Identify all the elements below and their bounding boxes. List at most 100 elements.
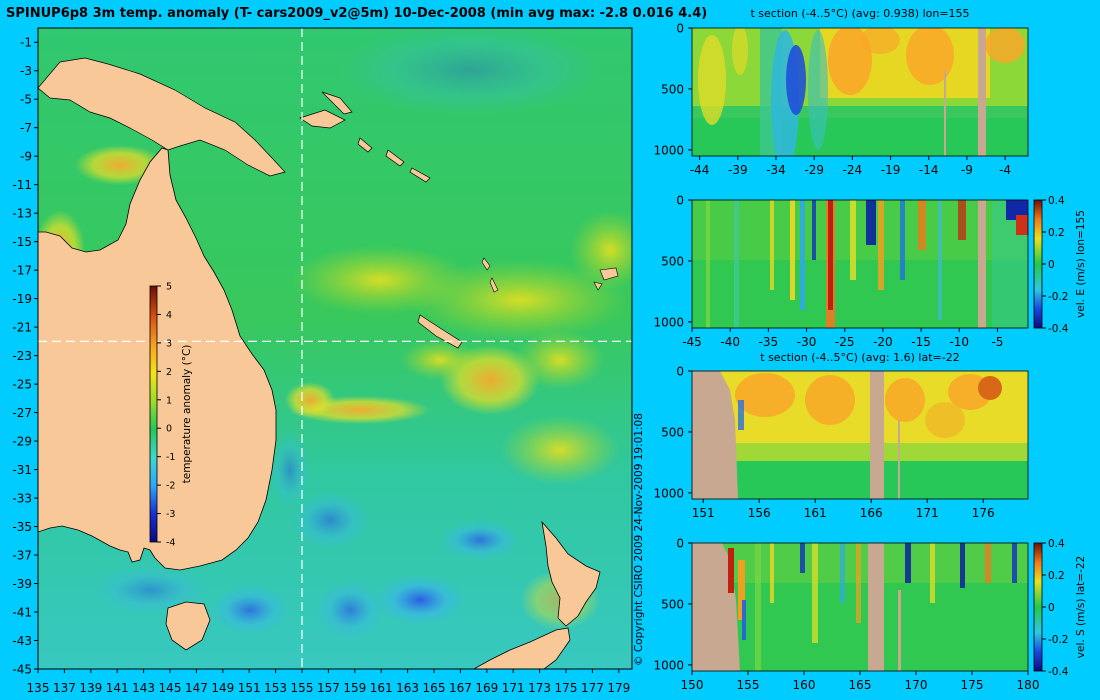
section-x-tick-label: 166: [860, 506, 883, 520]
section-y-tick-label: 1000: [653, 143, 684, 157]
section-x-tick-label: -14: [919, 163, 939, 177]
map-y-tick-label: -3: [20, 64, 32, 78]
section-x-tick-label: 165: [849, 678, 872, 692]
map-x-tick-label: 145: [159, 681, 182, 695]
map-colorbar-tick-label: -4: [166, 538, 175, 549]
map-y-tick-label: -31: [12, 463, 32, 477]
section-colorbar-tick-label: 0.4: [1048, 538, 1065, 550]
land-new-zealand-south: [472, 627, 571, 669]
map-x-tick-label: 153: [264, 681, 287, 695]
map-y-ticks: -1 -3 -5 -7 -9 -11 -13 -15 -17 -19 -21 -23 -25 -27 -29…: [12, 36, 38, 677]
map-y-tick-label: -7: [20, 121, 32, 135]
panel-vel-e-lon: -45 -40 -35 -30 -25 -20 -15 -10 -5 0 500 1000 0.4 0.…: [653, 194, 1087, 350]
map-x-tick-label: 159: [343, 681, 366, 695]
map-x-tick-label: 157: [317, 681, 340, 695]
section-x-tick-label: 160: [793, 678, 816, 692]
map-x-tick-label: 151: [238, 681, 261, 695]
map-y-tick-label: -33: [12, 492, 32, 506]
section-y-tick-label: 0: [676, 537, 684, 551]
section-x-tick-label: 161: [804, 506, 827, 520]
section-y-tick-label: 500: [661, 597, 684, 611]
map-colorbar-tick-label: -1: [166, 452, 175, 463]
map-colorbar: 5 4 3 2 1 0 -1 -2 -3 -4 temperature anomaly (°C): [149, 282, 193, 549]
section-colorbar-tick-label: 0.4: [1048, 195, 1065, 207]
map-colorbar-tick-label: -3: [166, 509, 175, 520]
map-colorbar-tick-label: 5: [166, 282, 172, 293]
section-y-tick-label: 1000: [653, 658, 684, 672]
section-x-tick-label: -15: [911, 335, 931, 349]
map-y-tick-label: -13: [12, 207, 32, 221]
map-frame: [37, 27, 633, 670]
section-y-tick-label: 1000: [653, 315, 684, 329]
map-x-tick-label: 139: [79, 681, 102, 695]
map-y-tick-label: -43: [12, 634, 32, 648]
map-y-tick-label: -27: [12, 406, 32, 420]
section-colorbar-tick-label: -0.4: [1048, 323, 1069, 335]
land-fiji: [593, 267, 619, 291]
section-x-tick-label: -44: [690, 163, 710, 177]
map-y-tick-label: -35: [12, 520, 32, 534]
section-colorbar-tick-label: -0.4: [1048, 666, 1069, 678]
map-colorbar-ticks: 5 4 3 2 1 0 -1 -2 -3 -4: [157, 282, 175, 549]
map-y-tick-label: -9: [20, 150, 32, 164]
section-y-tick-label: 0: [676, 194, 684, 208]
map-x-tick-label: 167: [449, 681, 472, 695]
section-x-tick-label: 175: [961, 678, 984, 692]
map-y-tick-label: -21: [12, 321, 32, 335]
section-x-tick-label: -29: [804, 163, 824, 177]
panel-t-lon-title: t section (-4..5°C) (avg: 0.938) lon=155: [750, 7, 969, 20]
map-colorbar-label: temperature anomaly (°C): [181, 345, 193, 484]
map-x-tick-label: 173: [528, 681, 551, 695]
map-y-tick-label: -41: [12, 606, 32, 620]
map-x-tick-label: 177: [581, 681, 604, 695]
section-colorbar-tick-label: -0.2: [1048, 291, 1069, 303]
section-x-tick-label: -35: [759, 335, 779, 349]
section-y-tick-label: 500: [661, 254, 684, 268]
section-colorbar-tick-label: -0.2: [1048, 634, 1069, 646]
section-y-tick-label: 1000: [653, 486, 684, 500]
section-x-tick-label: 180: [1017, 678, 1040, 692]
section-colorbar-tick-label: 0: [1048, 602, 1055, 614]
map-x-tick-label: 165: [423, 681, 446, 695]
map-y-tick-label: -45: [12, 663, 32, 677]
section-x-tick-label: 171: [916, 506, 939, 520]
map-field: [38, 28, 632, 669]
map-x-tick-label: 149: [211, 681, 234, 695]
map-y-tick-label: -15: [12, 235, 32, 249]
panel-vel-s-lat: 150 155 160 165 170 175 180 0 500 1000 0.4 0.2 0 -0.…: [653, 537, 1087, 693]
map-x-tick-label: 143: [132, 681, 155, 695]
section-x-tick-label: -45: [682, 335, 702, 349]
section-x-tick-label: -4: [999, 163, 1011, 177]
map-colorbar-tick-label: 1: [166, 395, 172, 406]
section-x-tick-label: 176: [972, 506, 995, 520]
map-x-ticks: 135 137 139 141 143 145 147 149 151 153 155 157 159 1…: [27, 669, 630, 695]
map-y-tick-label: -11: [12, 178, 32, 192]
copyright-note: © Copyright CSIRO 2009 24-Nov-2009 19:01…: [633, 413, 645, 666]
land-new-britain: [299, 109, 346, 129]
section-x-tick-label: -30: [797, 335, 817, 349]
section-colorbar-tick-label: 0.2: [1048, 227, 1065, 239]
map-x-tick-label: 137: [53, 681, 76, 695]
section-x-tick-label: -25: [835, 335, 855, 349]
section-x-tick-label: -10: [949, 335, 969, 349]
map-x-tick-label: 175: [555, 681, 578, 695]
section-y-tick-label: 0: [676, 365, 684, 379]
section-x-tick-label: 150: [681, 678, 704, 692]
section-x-tick-label: -40: [720, 335, 740, 349]
section-colorbar-tick-label: 0: [1048, 259, 1055, 271]
map-y-tick-label: -19: [12, 292, 32, 306]
section-x-tick-label: 156: [748, 506, 771, 520]
section-x-tick-label: -5: [991, 335, 1003, 349]
section-x-tick-label: -34: [766, 163, 786, 177]
land-tasmania: [165, 601, 211, 651]
section-x-tick-label: 170: [905, 678, 928, 692]
land-new-guinea: [38, 57, 286, 177]
panel-t-lat-title: t section (-4..5°C) (avg: 1.6) lat=-22: [760, 351, 959, 364]
section-y-tick-label: 500: [661, 82, 684, 96]
land-new-caledonia: [417, 314, 463, 349]
map-y-tick-label: -37: [12, 549, 32, 563]
section-x-tick-label: -39: [728, 163, 748, 177]
section-y-tick-label: 500: [661, 425, 684, 439]
